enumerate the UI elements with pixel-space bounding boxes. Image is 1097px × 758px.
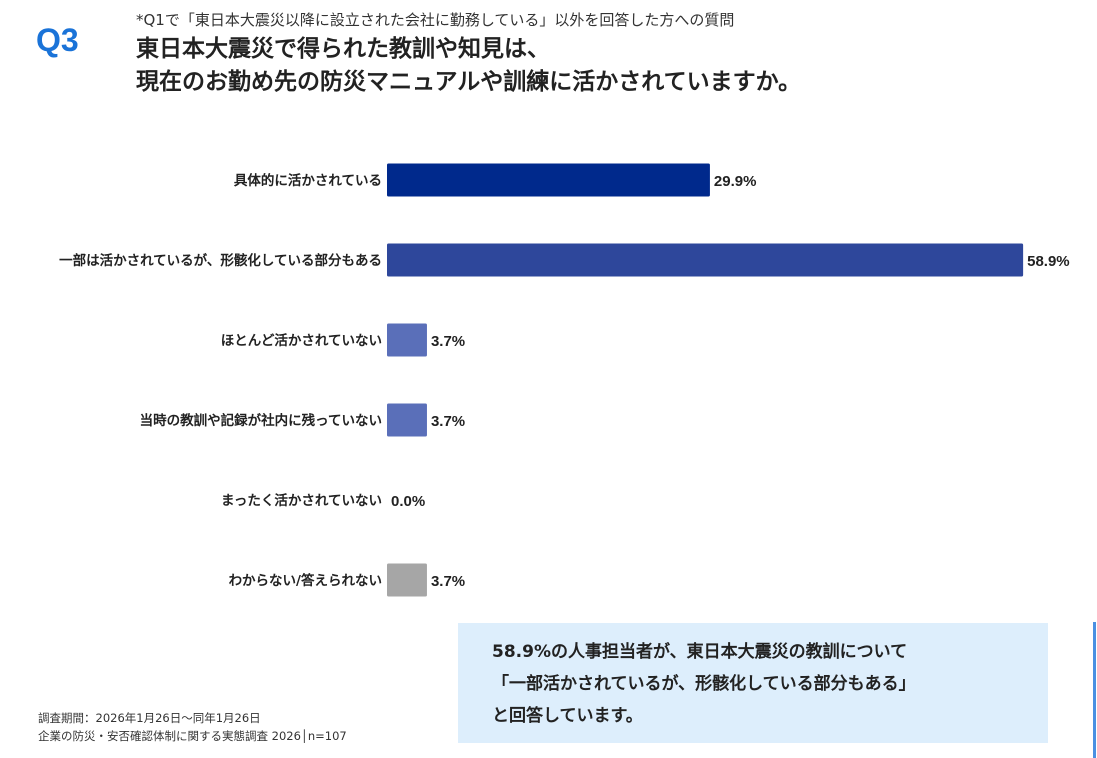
survey-name: 企業の防災・安否確認体制に関する実態調査 2026│n=107 [38, 729, 347, 743]
bar-chart: 具体的に活かされている 29.9% 一部は活かされているが、形骸化している部分もある… [59, 163, 1070, 597]
bar [387, 163, 710, 197]
summary-line-3: と回答しています。 [492, 706, 643, 726]
category-label: まったく活かされていない [221, 492, 382, 509]
bar [387, 403, 427, 437]
question-number: Q3 [36, 22, 79, 58]
category-label: わからない/答えられない [229, 572, 382, 589]
survey-period: 調査期間：2026年1月26日～同年1月26日 [38, 711, 261, 725]
side-accent-line [1093, 622, 1096, 758]
category-label: 当時の教訓や記録が社内に残っていない [140, 412, 382, 429]
bar [387, 243, 1024, 277]
value-label: 29.9% [714, 173, 757, 190]
question-title-line-1: 東日本大震災で得られた教訓や知見は、 [136, 36, 550, 62]
value-label: 3.7% [431, 413, 465, 430]
summary-line-1: 58.9%の人事担当者が、東日本大震災の教訓について [492, 642, 908, 662]
category-label: 一部は活かされているが、形骸化している部分もある [59, 252, 382, 269]
value-label: 3.7% [431, 333, 465, 350]
footer: 調査期間：2026年1月26日～同年1月26日 企業の防災・安否確認体制に関する… [38, 709, 347, 745]
category-label: ほとんど活かされていない [221, 332, 382, 349]
question-note: *Q1で「東日本大震災以降に設立された会社に勤務している」以外を回答した方への質… [136, 11, 735, 29]
bar [387, 323, 427, 357]
question-title: 東日本大震災で得られた教訓や知見は、 現在のお勤め先の防災マニュアルや訓練に活か… [136, 33, 801, 99]
summary-box: 58.9%の人事担当者が、東日本大震災の教訓について 「一部活かされているが、形… [458, 623, 1048, 743]
question-title-line-2: 現在のお勤め先の防災マニュアルや訓練に活かされていますか。 [136, 69, 802, 95]
bar [387, 563, 427, 597]
value-label: 58.9% [1027, 253, 1070, 270]
value-label: 3.7% [431, 573, 465, 590]
category-label: 具体的に活かされている [233, 172, 382, 189]
value-label: 0.0% [391, 493, 425, 510]
summary-line-2: 「一部活かされているが、形骸化している部分もある」 [492, 674, 916, 694]
